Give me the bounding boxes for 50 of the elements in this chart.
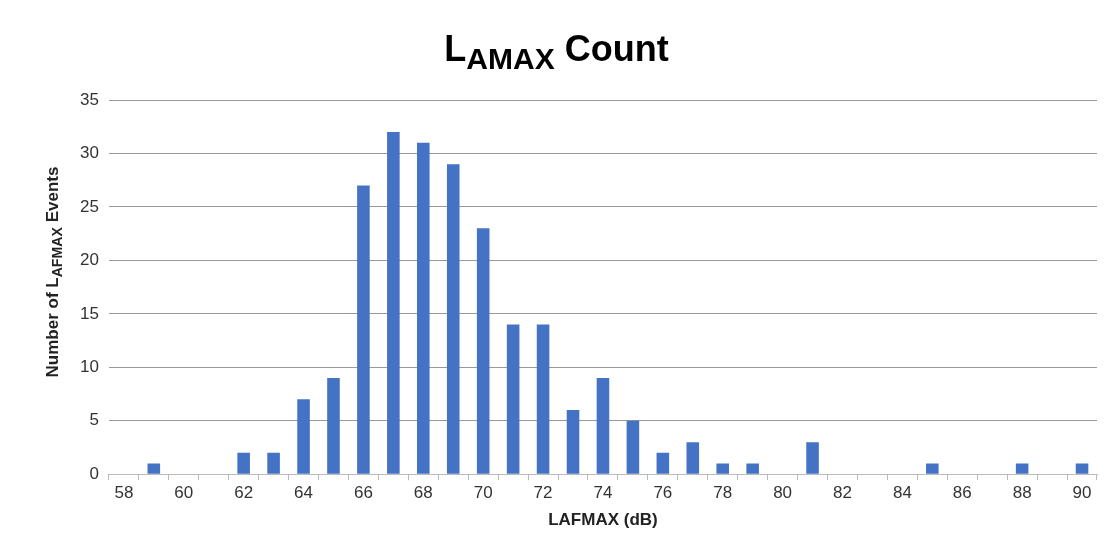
- bar: [446, 164, 460, 474]
- y-tick-label: 0: [89, 463, 99, 483]
- x-tick-label: 78: [713, 483, 733, 503]
- x-tick-label: 84: [892, 483, 912, 503]
- bar: [686, 442, 700, 474]
- bar: [387, 132, 400, 474]
- bar: [357, 185, 370, 474]
- x-tick-label: 80: [773, 483, 793, 503]
- bar: [656, 452, 670, 474]
- x-tick-label: 72: [533, 483, 553, 503]
- x-tick-label: 70: [473, 483, 493, 503]
- y-tick-label: 25: [79, 196, 99, 216]
- x-tick-label: 90: [1072, 483, 1092, 503]
- x-tick-label: 76: [653, 483, 673, 503]
- bar: [746, 463, 759, 474]
- bar: [1015, 463, 1029, 474]
- x-tick-label: 86: [952, 483, 972, 503]
- bar: [417, 142, 430, 474]
- bar: [476, 228, 490, 474]
- x-tick-label: 62: [234, 483, 254, 503]
- x-tick-label: 66: [353, 483, 373, 503]
- x-tick-label: 74: [593, 483, 613, 503]
- x-tick-label: 88: [1012, 483, 1032, 503]
- bar: [297, 399, 310, 474]
- bar: [626, 420, 640, 474]
- bar: [596, 377, 610, 474]
- bar: [536, 324, 550, 474]
- bar: [506, 324, 520, 474]
- x-tick-label: 68: [413, 483, 433, 503]
- y-tick-label: 10: [79, 356, 99, 376]
- y-tick-label: 5: [89, 410, 99, 430]
- bar: [1075, 463, 1089, 474]
- bar: [327, 377, 340, 474]
- y-tick-label: 35: [79, 89, 99, 109]
- bar: [926, 463, 939, 474]
- bar: [237, 452, 250, 474]
- x-axis-title: LAFMAX (dB): [548, 510, 658, 530]
- bar: [716, 463, 730, 474]
- chart-title: L$_{AMAX}$ Count: [443, 28, 670, 77]
- bar: [267, 452, 280, 474]
- x-tick-label: 60: [174, 483, 194, 503]
- bar: [806, 442, 819, 474]
- x-tick-label: 82: [833, 483, 852, 503]
- x-tick-label: 58: [114, 483, 134, 503]
- bar: [147, 463, 161, 474]
- y-tick-label: 20: [79, 250, 99, 270]
- y-tick-label: 30: [79, 143, 99, 163]
- y-tick-label: 15: [79, 303, 99, 323]
- x-tick-label: 64: [294, 483, 313, 503]
- bar: [566, 410, 580, 474]
